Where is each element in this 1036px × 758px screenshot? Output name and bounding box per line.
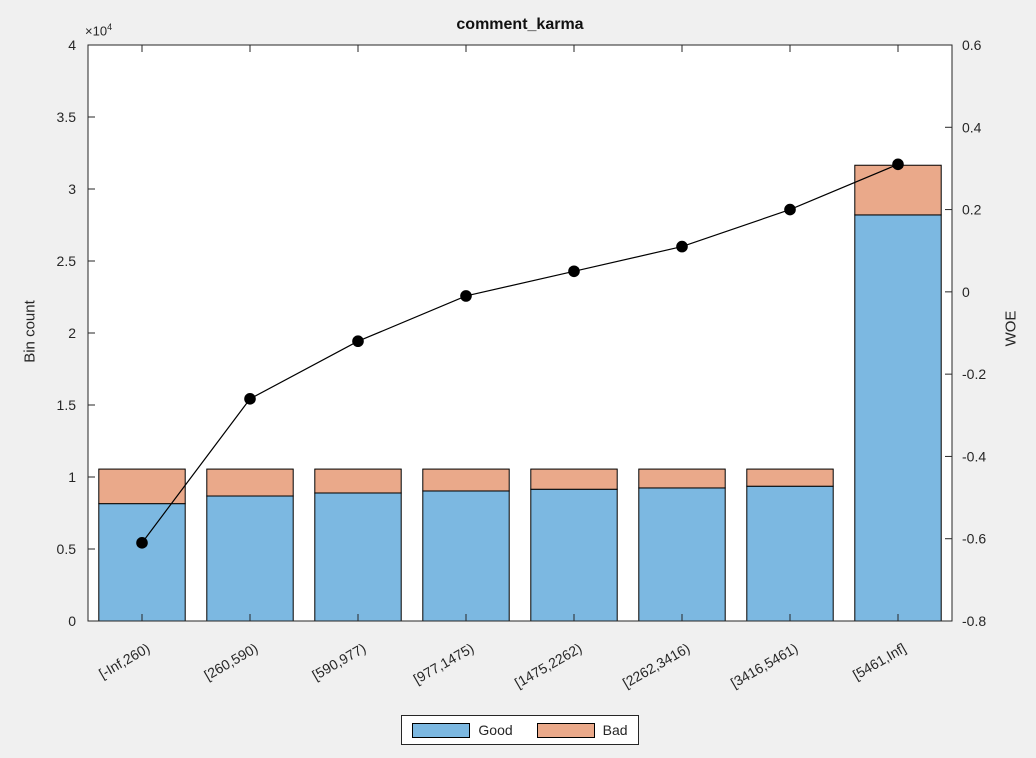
bar-bad-segment — [746, 468, 834, 487]
legend: Good Bad — [88, 715, 952, 745]
woe-marker — [676, 240, 688, 253]
x-tick-label: [5461,Inf] — [850, 640, 909, 683]
multiplier-base: ×10 — [85, 23, 108, 39]
bar-good-segment — [746, 485, 834, 622]
legend-label-good: Good — [478, 722, 513, 738]
y-tick-label-left: 0 — [68, 613, 76, 629]
bar-bad-segment — [314, 468, 402, 494]
woe-marker — [352, 335, 364, 348]
woe-marker — [460, 290, 472, 302]
multiplier-exponent: 4 — [107, 22, 113, 32]
bar-bad-segment — [422, 468, 510, 492]
woe-marker — [892, 158, 904, 171]
woe-marker — [244, 393, 256, 405]
y-tick-label-right: -0.6 — [962, 531, 986, 547]
bar-bad-segment — [206, 468, 294, 497]
bar-good-segment — [98, 503, 186, 622]
x-tick-label: [-Inf,260) — [96, 640, 153, 682]
y-tick-label-right: -0.8 — [962, 613, 986, 629]
y-tick-label-left: 0.5 — [57, 541, 77, 557]
bar-good-segment — [314, 492, 402, 622]
bar-bad-segment — [530, 468, 618, 490]
y-tick-label-right: -0.4 — [962, 448, 986, 464]
x-tick-label: [260,590) — [201, 640, 260, 683]
x-tick-label: [2262,3416) — [620, 640, 693, 691]
bar-bad-segment — [98, 468, 186, 505]
bar-good-segment — [854, 214, 942, 622]
x-tick-label: [3416,5461) — [728, 640, 801, 691]
woe-marker — [136, 537, 148, 549]
x-tick-label: [977,1475) — [411, 640, 477, 687]
legend-swatch-bad — [536, 722, 595, 738]
legend-box: Good Bad — [401, 715, 639, 745]
woe-marker — [784, 203, 796, 216]
bar-bad-segment — [638, 468, 726, 489]
y-tick-label-left: 3 — [68, 181, 76, 197]
y-tick-label-right: 0 — [962, 284, 970, 300]
bar-good-segment — [530, 488, 618, 622]
legend-item-good: Good — [412, 722, 513, 738]
y-tick-label-right: -0.2 — [962, 366, 986, 382]
bar-good-segment — [638, 487, 726, 622]
legend-label-bad: Bad — [602, 722, 628, 738]
y-tick-label-right: 0.2 — [962, 202, 982, 218]
legend-swatch-good — [412, 722, 471, 738]
right-axis-label: WOE — [1002, 310, 1020, 347]
y-tick-label-right: 0.4 — [962, 119, 982, 135]
bar-good-segment — [422, 490, 510, 622]
y-tick-label-right: 0.6 — [962, 37, 982, 53]
y-tick-label-left: 1.5 — [57, 397, 77, 413]
y-tick-label-left: 2.5 — [57, 253, 77, 269]
legend-item-bad: Bad — [536, 722, 628, 738]
y-tick-label-left: 1 — [68, 469, 76, 485]
y-tick-label-left: 3.5 — [57, 109, 77, 125]
left-axis-label: Bin count — [21, 300, 39, 363]
y-tick-label-left: 4 — [68, 37, 76, 53]
y-tick-label-left: 2 — [68, 325, 76, 341]
woe-line — [141, 163, 899, 544]
x-tick-label: [1475,2262) — [512, 640, 585, 691]
bar-bad-segment — [854, 164, 942, 216]
woe-marker — [568, 265, 580, 278]
bar-good-segment — [206, 495, 294, 622]
left-axis-multiplier: ×104 — [85, 22, 112, 38]
x-tick-label: [590,977) — [309, 640, 368, 683]
chart-title: comment_karma — [456, 16, 584, 33]
